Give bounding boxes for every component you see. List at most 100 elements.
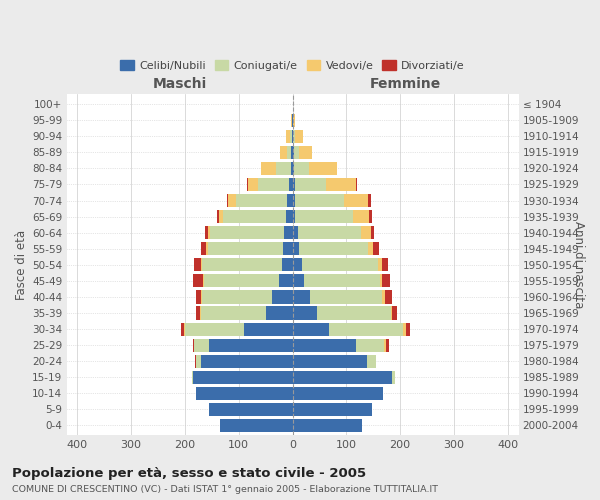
- Bar: [196, 354, 201, 368]
- Bar: [304, 274, 380, 287]
- Bar: [223, 210, 286, 223]
- Bar: [293, 338, 356, 351]
- Bar: [344, 194, 368, 207]
- Bar: [299, 242, 368, 256]
- Bar: [293, 114, 295, 127]
- Bar: [392, 370, 395, 384]
- Bar: [286, 210, 293, 223]
- Bar: [193, 370, 293, 384]
- Bar: [310, 290, 382, 304]
- Bar: [196, 387, 293, 400]
- Bar: [371, 226, 374, 239]
- Bar: [295, 194, 344, 207]
- Bar: [196, 306, 200, 320]
- Bar: [291, 114, 292, 127]
- Bar: [279, 274, 293, 287]
- Bar: [193, 338, 194, 351]
- Bar: [293, 370, 392, 384]
- Bar: [261, 162, 276, 175]
- Bar: [209, 403, 293, 416]
- Bar: [185, 322, 244, 336]
- Bar: [194, 354, 196, 368]
- Bar: [204, 274, 279, 287]
- Bar: [287, 146, 292, 159]
- Bar: [293, 130, 295, 143]
- Bar: [380, 274, 382, 287]
- Bar: [287, 194, 293, 207]
- Bar: [193, 274, 203, 287]
- Y-axis label: Fasce di età: Fasce di età: [15, 230, 28, 300]
- Y-axis label: Anni di nascita: Anni di nascita: [572, 221, 585, 308]
- Bar: [280, 146, 287, 159]
- Bar: [192, 370, 193, 384]
- Bar: [200, 306, 201, 320]
- Bar: [293, 258, 302, 272]
- Bar: [228, 194, 236, 207]
- Bar: [317, 306, 391, 320]
- Bar: [201, 290, 202, 304]
- Bar: [291, 162, 293, 175]
- Bar: [220, 419, 293, 432]
- Bar: [295, 210, 353, 223]
- Bar: [293, 306, 317, 320]
- Bar: [202, 290, 272, 304]
- Bar: [200, 258, 202, 272]
- Bar: [289, 178, 293, 191]
- Bar: [220, 210, 223, 223]
- Bar: [295, 178, 326, 191]
- Bar: [308, 162, 337, 175]
- Bar: [290, 130, 292, 143]
- Bar: [392, 306, 397, 320]
- Bar: [227, 194, 228, 207]
- Bar: [248, 178, 258, 191]
- Text: COMUNE DI CRESCENTINO (VC) - Dati ISTAT 1° gennaio 2005 - Elaborazione TUTTITALI: COMUNE DI CRESCENTINO (VC) - Dati ISTAT …: [12, 486, 438, 494]
- Bar: [368, 242, 373, 256]
- Bar: [201, 306, 266, 320]
- Bar: [403, 322, 406, 336]
- Bar: [208, 226, 210, 239]
- Bar: [205, 226, 208, 239]
- Bar: [210, 226, 284, 239]
- Bar: [293, 226, 298, 239]
- Bar: [272, 290, 293, 304]
- Bar: [391, 306, 392, 320]
- Bar: [258, 178, 289, 191]
- Bar: [302, 258, 377, 272]
- Bar: [292, 146, 293, 159]
- Bar: [293, 290, 310, 304]
- Bar: [406, 322, 410, 336]
- Bar: [244, 322, 293, 336]
- Bar: [201, 354, 293, 368]
- Bar: [382, 258, 388, 272]
- Bar: [266, 306, 293, 320]
- Bar: [247, 178, 248, 191]
- Bar: [370, 210, 372, 223]
- Bar: [356, 338, 384, 351]
- Bar: [293, 403, 372, 416]
- Bar: [293, 274, 304, 287]
- Bar: [298, 226, 361, 239]
- Bar: [382, 274, 391, 287]
- Bar: [283, 242, 293, 256]
- Bar: [293, 242, 299, 256]
- Bar: [181, 322, 184, 336]
- Bar: [236, 194, 287, 207]
- Bar: [196, 290, 201, 304]
- Text: Maschi: Maschi: [152, 78, 206, 92]
- Bar: [208, 242, 283, 256]
- Bar: [209, 338, 293, 351]
- Bar: [385, 290, 392, 304]
- Bar: [203, 274, 204, 287]
- Bar: [299, 146, 313, 159]
- Bar: [382, 290, 385, 304]
- Bar: [293, 419, 362, 432]
- Text: Popolazione per età, sesso e stato civile - 2005: Popolazione per età, sesso e stato civil…: [12, 468, 366, 480]
- Bar: [194, 338, 209, 351]
- Bar: [282, 258, 293, 272]
- Bar: [326, 178, 356, 191]
- Bar: [206, 242, 208, 256]
- Bar: [377, 258, 382, 272]
- Bar: [386, 338, 389, 351]
- Bar: [194, 258, 200, 272]
- Bar: [361, 226, 371, 239]
